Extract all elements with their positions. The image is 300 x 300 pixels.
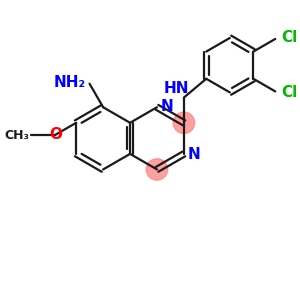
Text: N: N [161,99,174,114]
Text: NH₂: NH₂ [53,75,86,90]
Text: Cl: Cl [281,31,297,46]
Circle shape [173,112,195,134]
Text: HN: HN [164,81,189,96]
Circle shape [146,159,168,180]
Text: O: O [49,127,62,142]
Text: N: N [188,147,201,162]
Text: Cl: Cl [281,85,297,100]
Text: CH₃: CH₃ [4,129,29,142]
